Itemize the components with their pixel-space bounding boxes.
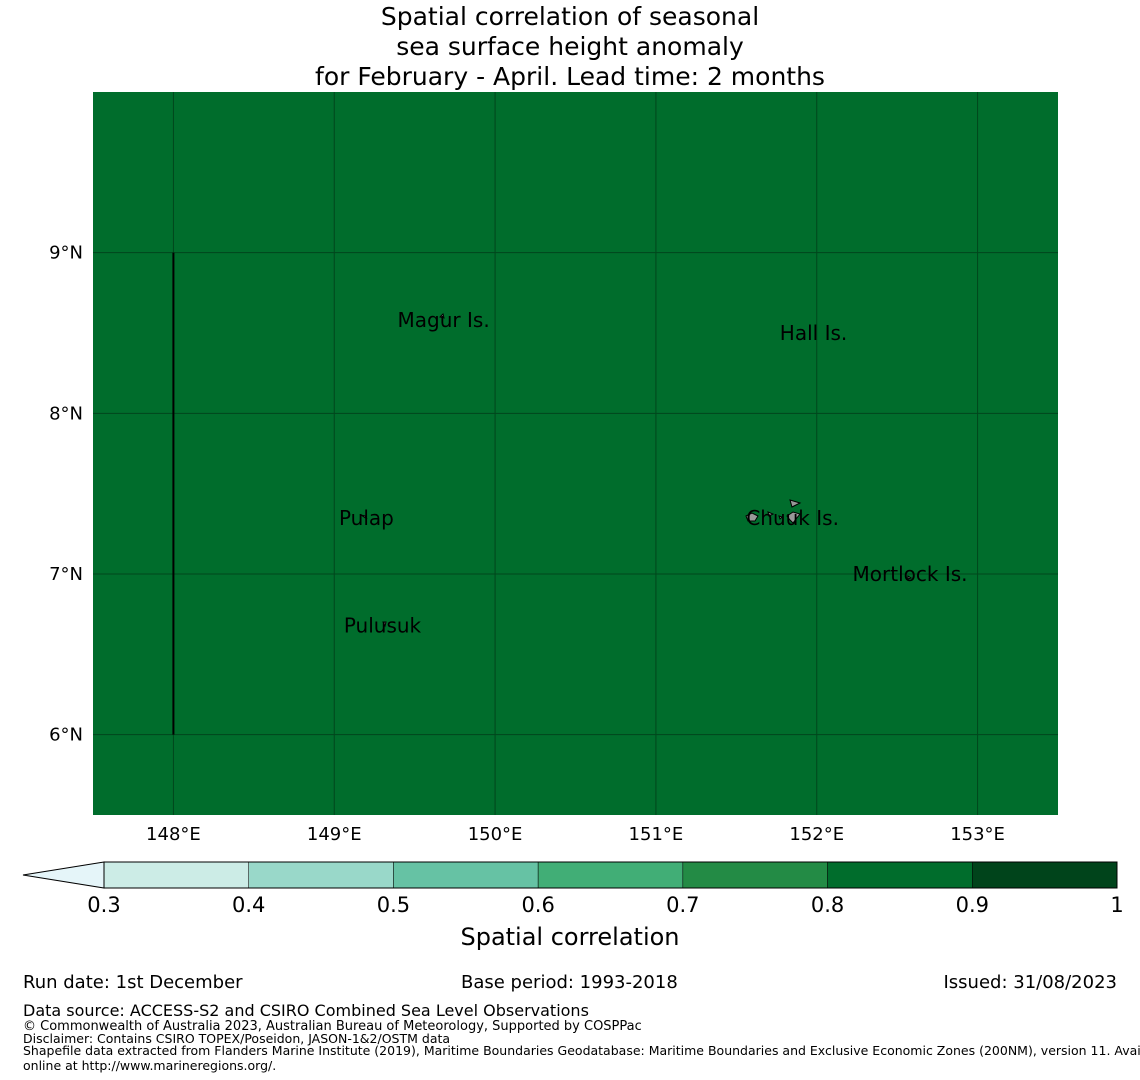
lon-tick-label: 151°E xyxy=(629,824,684,845)
run-date: Run date: 1st December xyxy=(23,972,243,993)
place-label: Pulap xyxy=(339,506,394,530)
colorbar-tick-label: 0.7 xyxy=(666,893,699,917)
lat-tick-label: 6°N xyxy=(49,725,83,746)
colorbar-tick-label: 1 xyxy=(1110,893,1123,917)
island-chuuk-5 xyxy=(778,515,783,520)
island-pulusuk xyxy=(382,621,387,628)
colorbar-segment xyxy=(103,861,249,889)
title-line-1: Spatial correlation of seasonal xyxy=(380,2,760,31)
place-label: Pulusuk xyxy=(344,613,422,637)
correlation-field xyxy=(93,92,1058,815)
colorbar-tick-label: 0.5 xyxy=(377,893,410,917)
lon-tick-label: 149°E xyxy=(307,824,362,845)
place-labels: Magur Is. Hall Is. Pulap Chuuk Is. Mortlock … xyxy=(339,308,968,637)
map-figure: Magur Is. Hall Is. Pulap Chuuk Is. Mortlock … xyxy=(22,92,1124,951)
islands xyxy=(360,313,913,628)
island-chuuk-4 xyxy=(786,511,801,524)
colorbar: 0.3 0.4 0.5 0.6 0.7 0.8 0.9 1 Spatial correlati… xyxy=(22,861,1124,951)
colorbar-tick-label: 0.9 xyxy=(956,893,989,917)
lon-tick-label: 152°E xyxy=(789,824,844,845)
colorbar-segment xyxy=(248,861,394,889)
lat-tick-label: 8°N xyxy=(49,403,83,424)
place-label: Hall Is. xyxy=(780,321,847,345)
data-source: Data source: ACCESS-S2 and CSIRO Combine… xyxy=(23,1001,589,1020)
colorbar-segment xyxy=(827,861,973,889)
disclaimer: Disclaimer: Contains CSIRO TOPEX/Poseido… xyxy=(23,1031,451,1046)
place-label: Magur Is. xyxy=(398,308,490,332)
colorbar-segment xyxy=(537,861,684,889)
colorbar-tick-label: 0.3 xyxy=(87,893,120,917)
base-period: Base period: 1993-2018 xyxy=(461,972,678,993)
place-label: Mortlock Is. xyxy=(853,562,968,586)
lat-tick-label: 7°N xyxy=(49,564,83,585)
colorbar-tick-label: 0.4 xyxy=(232,893,265,917)
island-chuuk-1 xyxy=(789,499,802,508)
colorbar-segment xyxy=(682,861,828,889)
colorbar-segments xyxy=(103,861,1118,889)
colorbar-tick-label: 0.6 xyxy=(521,893,554,917)
colorbar-segment xyxy=(393,861,539,889)
island-mortlock xyxy=(907,575,913,580)
lon-tick-label: 153°E xyxy=(950,824,1005,845)
island-chuuk-2 xyxy=(745,512,759,522)
island-magur xyxy=(439,313,445,319)
title-line-3: for February - April. Lead time: 2 month… xyxy=(315,62,825,91)
island-pulap xyxy=(360,514,368,520)
gridlines xyxy=(93,92,1058,815)
colorbar-outline xyxy=(103,861,1118,889)
lon-tick-label: 148°E xyxy=(146,824,201,845)
colorbar-label: Spatial correlation xyxy=(460,923,679,951)
latitude-tick-labels: 9°N 8°N 7°N 6°N xyxy=(49,243,83,746)
longitude-tick-labels: 148°E 149°E 150°E 151°E 152°E 153°E xyxy=(146,824,1005,845)
colorbar-segment xyxy=(972,861,1118,889)
place-label: Chuuk Is. xyxy=(746,506,839,530)
colorbar-tick-label: 0.8 xyxy=(811,893,844,917)
issued-date: Issued: 31/08/2023 xyxy=(943,972,1117,993)
shapefile-credit-line-2: online at http://www.marineregions.org/. xyxy=(23,1058,277,1073)
colorbar-tick-labels: 0.3 0.4 0.5 0.6 0.7 0.8 0.9 1 xyxy=(87,893,1123,917)
lat-tick-label: 9°N xyxy=(49,243,83,264)
shapefile-credit-line-1: Shapefile data extracted from Flanders M… xyxy=(23,1043,1140,1058)
colorbar-under-arrow xyxy=(22,861,105,889)
map-title: Spatial correlation of seasonal sea surf… xyxy=(0,2,1140,92)
title-line-2: sea surface height anomaly xyxy=(396,32,744,61)
copyright: © Commonwealth of Australia 2023, Austra… xyxy=(23,1019,642,1034)
island-chuuk-3 xyxy=(767,511,775,517)
lon-tick-label: 150°E xyxy=(468,824,523,845)
